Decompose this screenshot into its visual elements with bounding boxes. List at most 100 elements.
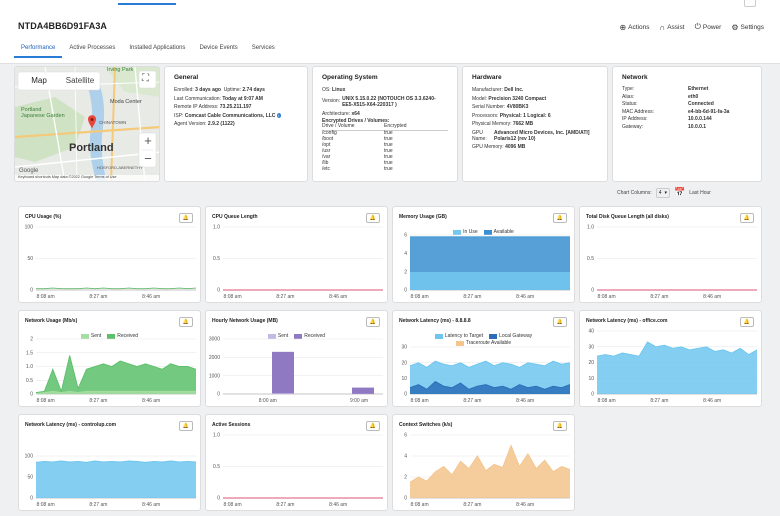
calendar-icon[interactable]: 📅 bbox=[674, 187, 686, 197]
zoom-in-button[interactable]: + bbox=[144, 133, 152, 148]
y-tick-label: 2 bbox=[30, 337, 33, 343]
x-tick-label: 8:08 am bbox=[598, 294, 616, 300]
zoom-out-button[interactable]: − bbox=[144, 151, 152, 166]
chart-svg: 0 0.5 1.0 1.5 2 8:08 am 8:27 am 8:46 am bbox=[26, 337, 197, 404]
legend-label: Latency to Target bbox=[444, 333, 484, 339]
bar[interactable] bbox=[352, 387, 374, 394]
chart-svg: 0 2 4 6 8:08 am 8:27 am 8:46 am bbox=[404, 233, 570, 300]
tab-active-processes[interactable]: Active Processes bbox=[69, 45, 116, 51]
location-map[interactable]: Map Satellite ⛶ + − Irving Park Moda Cen… bbox=[14, 66, 160, 182]
tab-device-events[interactable]: Device Events bbox=[199, 45, 238, 51]
chart-title: Total Disk Queue Length (all disks) bbox=[586, 214, 669, 220]
legend-item[interactable]: Received bbox=[294, 333, 325, 339]
legend-swatch bbox=[489, 333, 498, 339]
alert-bell-icon[interactable]: 🔔 bbox=[366, 213, 380, 223]
model-label: Model: bbox=[472, 95, 488, 102]
chart-title: Memory Usage (GB) bbox=[399, 214, 447, 220]
legend-label: In Use bbox=[463, 229, 478, 235]
legend-label: Available bbox=[493, 229, 514, 235]
map-place-hosford: HOSFORD-ABERNETHY bbox=[97, 165, 143, 170]
tab-installed-applications[interactable]: Installed Applications bbox=[129, 45, 186, 51]
legend-swatch bbox=[434, 333, 443, 339]
version-label: Version: bbox=[322, 97, 341, 104]
x-tick-label: 8:46 am bbox=[516, 294, 534, 300]
legend-item[interactable]: Available bbox=[483, 229, 514, 235]
y-tick-label: 1000 bbox=[209, 373, 220, 379]
alert-bell-icon[interactable]: 🔔 bbox=[553, 421, 567, 431]
chart-title: Network Usage (Mb/s) bbox=[25, 318, 78, 324]
map-place-irving-park: Irving Park bbox=[107, 67, 134, 73]
alert-bell-icon[interactable]: 🔔 bbox=[553, 317, 567, 327]
alert-bell-icon[interactable]: 🔔 bbox=[179, 317, 193, 327]
enc-cell: true bbox=[384, 153, 393, 160]
settings-button[interactable]: ⚙ Settings bbox=[731, 22, 764, 32]
hardware-title: Hardware bbox=[472, 74, 502, 81]
legend-item[interactable]: Sent bbox=[80, 333, 101, 339]
alert-bell-icon[interactable]: 🔔 bbox=[366, 317, 380, 327]
bar[interactable] bbox=[272, 351, 294, 394]
alert-bell-icon[interactable]: 🔔 bbox=[553, 213, 567, 223]
os-title: Operating System bbox=[322, 74, 378, 81]
gpu-line-1: Advanced Micro Devices, Inc. [AMD/ATI] bbox=[494, 129, 590, 136]
chart-card: Total Disk Queue Length (all disks) 🔔 0 0.5… bbox=[579, 206, 762, 303]
x-tick-label: 8:46 am bbox=[703, 294, 721, 300]
chart-title: Active Sessions bbox=[212, 422, 251, 428]
series-line bbox=[35, 355, 197, 394]
legend-item[interactable]: Local Gateway bbox=[489, 333, 532, 339]
top-right-control[interactable] bbox=[744, 0, 756, 7]
chart-card: Active Sessions 🔔 0 0.5 1.0 8:08 am 8:27 am 8:4… bbox=[205, 414, 388, 511]
actions-label: Actions bbox=[628, 23, 650, 31]
y-tick-label: 1.0 bbox=[26, 364, 33, 370]
y-tick-label: 0 bbox=[404, 496, 407, 502]
isp-value: Comcast Cable Communications, LLC bbox=[184, 112, 276, 119]
map-attribution[interactable]: Keyboard shortcuts Map data ©2022 Google… bbox=[15, 175, 159, 181]
satellite-button[interactable]: Satellite bbox=[65, 76, 95, 85]
y-tick-label: 0 bbox=[30, 288, 33, 294]
chart-svg: 0 50 100 8:08 am 8:27 am 8:46 am bbox=[25, 225, 197, 300]
legend-item[interactable]: Latency to Target bbox=[434, 333, 484, 339]
series-area bbox=[410, 445, 570, 498]
network-rows: Type: Ethernet Alias: eth0 Status: Connecte… bbox=[622, 86, 752, 132]
tab-bar: Performance Active Processes Installed A… bbox=[14, 45, 282, 58]
alert-bell-icon[interactable]: 🔔 bbox=[179, 421, 193, 431]
time-range-label[interactable]: Last Hour bbox=[689, 189, 711, 196]
os-card: Operating System OS: Linux Version: UNIX … bbox=[312, 66, 458, 182]
chart-columns-select[interactable]: 4 ▾ bbox=[655, 187, 671, 198]
legend-swatch bbox=[294, 333, 303, 339]
legend-item[interactable]: In Use bbox=[453, 229, 478, 235]
power-button[interactable]: ⏻ Power bbox=[695, 22, 722, 32]
y-tick-label: 0 bbox=[404, 392, 407, 398]
enrolled-label: Enrolled: bbox=[174, 87, 194, 93]
legend-label: Sent bbox=[277, 333, 289, 339]
y-tick-label: 3000 bbox=[209, 337, 220, 343]
alert-bell-icon[interactable]: 🔔 bbox=[740, 213, 754, 223]
x-tick-label: 8:27 am bbox=[89, 294, 107, 300]
fullscreen-icon[interactable]: ⛶ bbox=[142, 73, 149, 84]
legend-item[interactable]: Received bbox=[107, 333, 138, 339]
net-value: Connected bbox=[688, 101, 714, 108]
serial-value: 4V80BK3 bbox=[506, 104, 529, 111]
alert-bell-icon[interactable]: 🔔 bbox=[366, 421, 380, 431]
alert-bell-icon[interactable]: 🔔 bbox=[179, 213, 193, 223]
actions-button[interactable]: ⊕ Actions bbox=[619, 22, 649, 32]
version-line-2: EE5-X515-X64-220317 ) bbox=[342, 101, 397, 108]
legend-swatch bbox=[80, 333, 89, 339]
tab-services[interactable]: Services bbox=[251, 45, 275, 51]
tab-performance[interactable]: Performance bbox=[14, 45, 63, 58]
series-line bbox=[409, 380, 571, 390]
alert-bell-icon[interactable]: 🔔 bbox=[740, 317, 754, 327]
legend-swatch bbox=[267, 333, 276, 339]
manufacturer-value: Dell Inc. bbox=[504, 87, 524, 93]
chart-title: Network Latency (ms) - office.com bbox=[586, 318, 668, 324]
legend-item[interactable]: Sent bbox=[267, 333, 289, 339]
map-button[interactable]: Map bbox=[31, 76, 47, 85]
drive-cell: /lib bbox=[322, 159, 329, 166]
info-icon[interactable]: i bbox=[276, 112, 281, 118]
bar[interactable] bbox=[272, 393, 294, 394]
series-area bbox=[36, 391, 196, 394]
assist-button[interactable]: ∩ Assist bbox=[659, 22, 684, 32]
uptime-value: 2.74 days bbox=[242, 87, 265, 93]
drive-cell: /var bbox=[322, 153, 331, 160]
series-area bbox=[410, 381, 570, 394]
legend-item[interactable]: Traceroute Available bbox=[455, 340, 511, 346]
